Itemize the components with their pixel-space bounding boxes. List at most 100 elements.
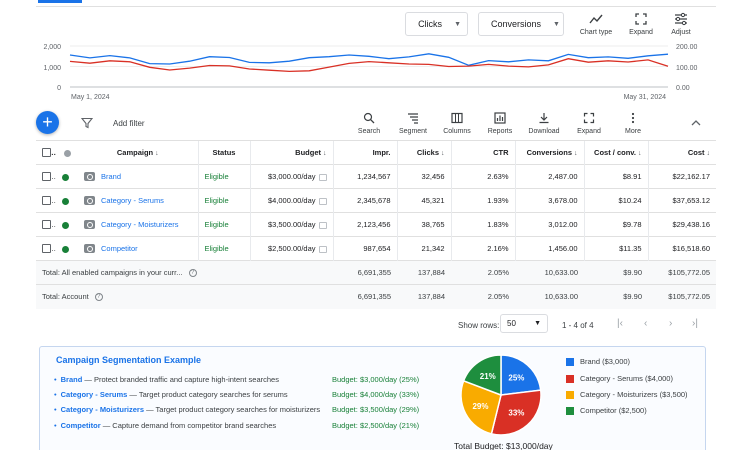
chart-adjust-button[interactable]: Adjust	[660, 12, 702, 36]
filter-icon[interactable]	[81, 117, 93, 129]
chart-icon[interactable]	[318, 197, 327, 205]
trend-icon	[589, 14, 603, 24]
search-campaign-icon	[84, 196, 95, 206]
campaigns-table: Campaign ↓ Status Budget ↓ Impr. Clicks ↓ C…	[36, 140, 716, 309]
budget-cell[interactable]: $2,500.00/day	[249, 236, 333, 261]
legend-swatch	[566, 357, 574, 366]
budget-cell[interactable]: $3,500.00/day	[249, 212, 333, 237]
table-row[interactable]: Competitor Eligible $2,500.00/day 987,65…	[36, 236, 716, 261]
conversions-header[interactable]: Conversions ↓	[514, 140, 584, 165]
row-checkbox[interactable]	[42, 220, 51, 230]
row-checkbox[interactable]	[42, 172, 51, 182]
status-dot[interactable]	[62, 245, 69, 253]
add-filter-button[interactable]: Add filter	[113, 119, 145, 128]
sort-down-icon: ↓	[638, 150, 642, 157]
impr-cell: 2,123,456	[332, 212, 397, 237]
download-button[interactable]: Download	[521, 112, 567, 135]
budget-value: $3,000.00/day	[267, 172, 316, 181]
right-tick-100: 100.00	[676, 65, 698, 72]
rows-per-page-select[interactable]: 50 ▼	[500, 314, 548, 333]
metric-conversions-select[interactable]: Conversions ▼	[478, 12, 564, 36]
campaign-link[interactable]: Category - Moisturizers	[101, 219, 179, 229]
chevron-up-icon[interactable]	[690, 118, 702, 128]
previous-page-icon[interactable]: ‹	[644, 318, 648, 329]
help-icon[interactable]: ?	[94, 293, 103, 302]
tab-indicator	[38, 0, 82, 3]
chart-type-button[interactable]: Chart type	[575, 12, 617, 36]
chart-icon[interactable]	[318, 221, 327, 229]
table-header-row: Campaign ↓ Status Budget ↓ Impr. Clicks ↓ C…	[36, 140, 716, 165]
bullet-icon: •	[54, 390, 57, 399]
cost-conv-cell: $9.78	[583, 212, 648, 237]
campaign-header[interactable]: Campaign ↓	[78, 140, 198, 165]
legend-label: Competitor ($2,500)	[580, 406, 647, 415]
campaign-link[interactable]: Category - Serums	[101, 195, 164, 205]
status-dot[interactable]	[62, 173, 69, 181]
chart-icon[interactable]	[318, 173, 327, 181]
segment-icon	[408, 113, 418, 124]
cost-header[interactable]: Cost ↓	[647, 140, 716, 165]
more-label: More	[625, 128, 641, 135]
conversions-cell: 3,678.00	[514, 188, 584, 213]
status-header[interactable]: Status	[197, 140, 250, 165]
chart-type-label: Chart type	[579, 29, 613, 36]
impr-header-label: Impr.	[372, 148, 391, 157]
clicks-cell: 32,456	[396, 164, 451, 189]
metric-clicks-select[interactable]: Clicks ▼	[405, 12, 468, 36]
status-dot[interactable]	[62, 221, 69, 229]
ctr-cell: 2.63%	[450, 164, 515, 189]
total-cost-conv: $9.90	[584, 260, 648, 285]
table-row[interactable]: Category - Serums Eligible $4,000.00/day…	[36, 188, 716, 213]
help-icon[interactable]: ?	[188, 269, 197, 277]
columns-button[interactable]: Columns	[434, 112, 480, 135]
last-page-icon[interactable]: ›|	[692, 318, 698, 329]
cost-conv-header[interactable]: Cost / conv. ↓	[583, 140, 648, 165]
chart-start-date: May 1, 2024	[71, 94, 110, 101]
clicks-cell: 45,321	[396, 188, 451, 213]
segment-budget: Budget: $2,500/day (21%)	[332, 421, 420, 430]
add-campaign-button[interactable]: +	[36, 111, 59, 134]
campaign-link[interactable]: Competitor	[101, 243, 138, 253]
search-label: Search	[357, 128, 381, 135]
table-row[interactable]: Brand Eligible $3,000.00/day 1,234,567 3…	[36, 164, 716, 189]
select-all-checkbox[interactable]	[42, 148, 51, 158]
pie-slice	[462, 354, 502, 397]
row-checkbox[interactable]	[42, 196, 51, 206]
status-dot[interactable]	[62, 197, 69, 205]
expand-icon	[635, 13, 647, 25]
bullet-icon: •	[54, 421, 57, 430]
budget-cell[interactable]: $4,000.00/day	[249, 188, 333, 213]
clicks-header[interactable]: Clicks ↓	[396, 140, 451, 165]
search-button[interactable]: Search	[346, 112, 392, 135]
right-tick-200: 200.00	[676, 44, 698, 51]
table-row[interactable]: Category - Moisturizers Eligible $3,500.…	[36, 212, 716, 237]
segment-button[interactable]: Segment	[390, 112, 436, 135]
campaign-link[interactable]: Brand	[101, 171, 122, 181]
row-checkbox[interactable]	[42, 244, 51, 254]
legend-swatch	[566, 390, 574, 399]
budget-header[interactable]: Budget ↓	[249, 140, 333, 165]
total-cost: $105,772.05	[648, 260, 716, 285]
cost-header-label: Cost	[687, 148, 705, 157]
impr-header[interactable]: Impr.	[332, 140, 397, 165]
total-row: Total: All enabled campaigns in your cur…	[36, 260, 716, 285]
columns-label: Columns	[443, 128, 471, 135]
first-page-icon[interactable]: |‹	[617, 318, 623, 329]
chart-icon[interactable]	[318, 245, 327, 253]
cost-cell: $22,162.17	[647, 164, 716, 189]
impr-cell: 2,345,678	[332, 188, 397, 213]
ctr-header-label: CTR	[493, 148, 509, 157]
columns-icon	[451, 112, 463, 124]
show-rows-label: Show rows:	[458, 321, 500, 330]
chart-expand-button[interactable]: Expand	[620, 12, 662, 36]
budget-cell[interactable]: $3,000.00/day	[249, 164, 333, 189]
pie-slice-label: 21%	[480, 372, 496, 381]
next-page-icon[interactable]: ›	[669, 318, 673, 329]
reports-button[interactable]: Reports	[477, 112, 523, 135]
more-button[interactable]: More	[610, 112, 656, 135]
budget-header-label: Budget	[295, 148, 321, 157]
expand-table-button[interactable]: Expand	[566, 112, 612, 135]
ctr-header[interactable]: CTR	[450, 140, 515, 165]
status-filter-dot[interactable]	[63, 149, 71, 157]
pie-slice	[500, 354, 542, 396]
